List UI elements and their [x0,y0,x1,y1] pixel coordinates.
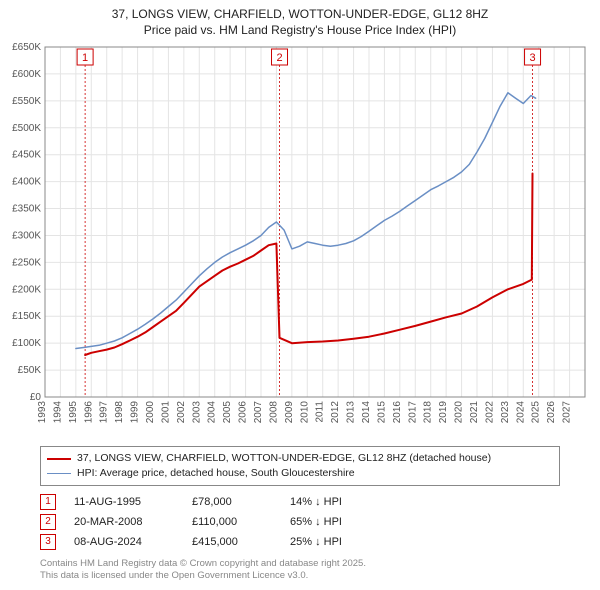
marker-price: £78,000 [192,496,272,508]
legend-label-price-paid: 37, LONGS VIEW, CHARFIELD, WOTTON-UNDER-… [77,451,491,466]
svg-text:£150K: £150K [12,312,41,323]
svg-text:2025: 2025 [531,401,542,424]
svg-text:2012: 2012 [330,401,341,424]
marker-row: 1 11-AUG-1995 £78,000 14% ↓ HPI [40,492,560,512]
marker-price: £110,000 [192,516,272,528]
svg-text:2000: 2000 [145,401,156,424]
marker-date: 08-AUG-2024 [74,536,174,548]
attribution: Contains HM Land Registry data © Crown c… [40,558,560,582]
svg-text:1993: 1993 [37,401,48,424]
svg-text:2016: 2016 [392,401,403,424]
svg-text:1997: 1997 [99,401,110,424]
svg-text:2004: 2004 [207,401,218,424]
marker-badge: 1 [40,494,56,510]
svg-text:2014: 2014 [361,401,372,424]
svg-text:2006: 2006 [238,401,249,424]
svg-text:1995: 1995 [68,401,79,424]
svg-text:2002: 2002 [176,401,187,424]
marker-date: 11-AUG-1995 [74,496,174,508]
svg-text:£50K: £50K [18,365,42,376]
svg-text:£400K: £400K [12,177,41,188]
svg-text:£250K: £250K [12,258,41,269]
svg-text:£600K: £600K [12,69,41,80]
svg-text:£200K: £200K [12,285,41,296]
svg-text:2017: 2017 [407,401,418,424]
title-line-2: Price paid vs. HM Land Registry's House … [8,22,592,38]
svg-text:£650K: £650K [12,42,41,53]
svg-text:2027: 2027 [562,401,573,424]
legend-row-price-paid: 37, LONGS VIEW, CHARFIELD, WOTTON-UNDER-… [47,451,553,466]
svg-text:£450K: £450K [12,150,41,161]
marker-diff: 65% ↓ HPI [290,516,342,528]
svg-text:2022: 2022 [484,401,495,424]
svg-text:2019: 2019 [438,401,449,424]
legend-swatch-hpi [47,473,71,474]
marker-date: 20-MAR-2008 [74,516,174,528]
marker-row: 2 20-MAR-2008 £110,000 65% ↓ HPI [40,512,560,532]
svg-text:2018: 2018 [423,401,434,424]
chart-title-block: 37, LONGS VIEW, CHARFIELD, WOTTON-UNDER-… [0,0,600,42]
svg-text:3: 3 [529,52,535,64]
svg-text:£300K: £300K [12,231,41,242]
marker-badge: 3 [40,534,56,550]
marker-diff: 14% ↓ HPI [290,496,342,508]
svg-text:1994: 1994 [52,401,63,424]
svg-text:2026: 2026 [546,401,557,424]
marker-row: 3 08-AUG-2024 £415,000 25% ↓ HPI [40,532,560,552]
chart-svg: £0£50K£100K£150K£200K£250K£300K£350K£400… [0,42,600,442]
svg-text:£350K: £350K [12,204,41,215]
svg-text:2010: 2010 [299,401,310,424]
svg-text:£550K: £550K [12,96,41,107]
svg-text:2023: 2023 [500,401,511,424]
svg-text:1999: 1999 [130,401,141,424]
svg-text:2013: 2013 [346,401,357,424]
svg-text:2003: 2003 [191,401,202,424]
legend-label-hpi: HPI: Average price, detached house, Sout… [77,466,355,481]
marker-badge: 2 [40,514,56,530]
svg-text:2: 2 [276,52,282,64]
svg-text:2007: 2007 [253,401,264,424]
attribution-line-1: Contains HM Land Registry data © Crown c… [40,558,560,570]
marker-price: £415,000 [192,536,272,548]
svg-text:2009: 2009 [284,401,295,424]
svg-text:£500K: £500K [12,123,41,134]
svg-text:2008: 2008 [268,401,279,424]
legend: 37, LONGS VIEW, CHARFIELD, WOTTON-UNDER-… [40,446,560,485]
svg-text:1996: 1996 [83,401,94,424]
marker-diff: 25% ↓ HPI [290,536,342,548]
svg-text:2021: 2021 [469,401,480,424]
marker-table: 1 11-AUG-1995 £78,000 14% ↓ HPI 2 20-MAR-2008… [40,492,560,552]
chart-area: £0£50K£100K£150K£200K£250K£300K£350K£400… [0,42,600,442]
svg-text:2005: 2005 [222,401,233,424]
svg-text:1: 1 [82,52,88,64]
svg-text:2024: 2024 [515,401,526,424]
legend-swatch-price-paid [47,458,71,460]
legend-row-hpi: HPI: Average price, detached house, Sout… [47,466,553,481]
svg-text:2011: 2011 [315,401,326,423]
attribution-line-2: This data is licensed under the Open Gov… [40,570,560,582]
svg-text:2020: 2020 [454,401,465,424]
svg-text:2015: 2015 [376,401,387,424]
svg-text:2001: 2001 [160,401,171,424]
svg-text:£100K: £100K [12,339,41,350]
svg-text:1998: 1998 [114,401,125,424]
title-line-1: 37, LONGS VIEW, CHARFIELD, WOTTON-UNDER-… [8,6,592,22]
